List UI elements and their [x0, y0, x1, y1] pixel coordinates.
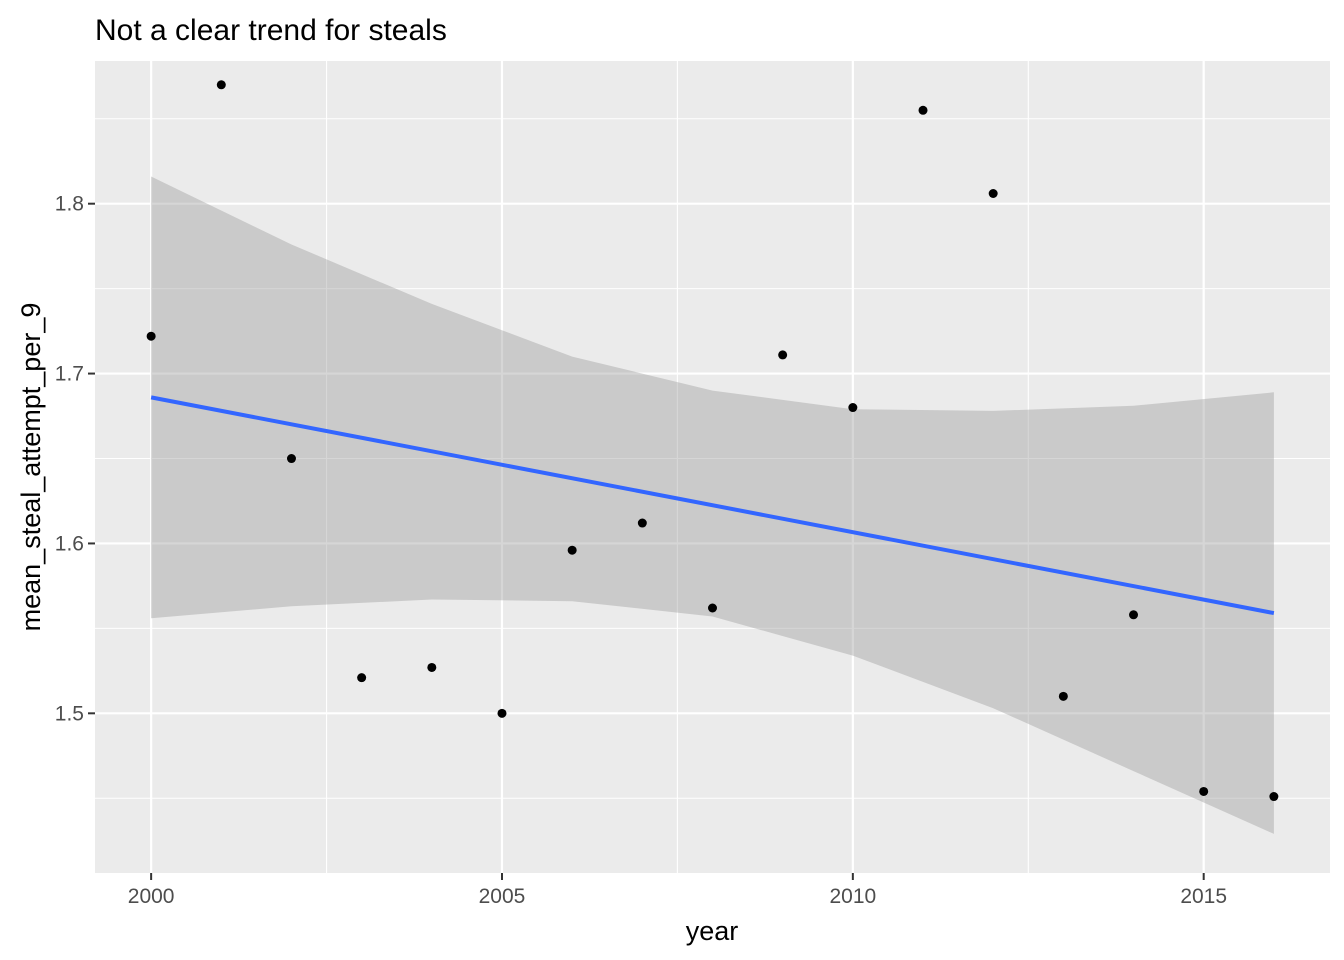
y-tick-label: 1.6 [55, 532, 84, 555]
x-tick-label: 2010 [829, 885, 876, 908]
x-axis-ticks: 2000 2005 2010 2015 [128, 873, 1227, 908]
data-point [357, 673, 367, 683]
trend-line-layer [150, 395, 1275, 616]
y-tick-label: 1.5 [55, 702, 84, 725]
x-tick-label: 2000 [128, 885, 175, 908]
data-point [708, 603, 717, 613]
data-point [567, 545, 577, 555]
plot-panel [95, 61, 1330, 873]
data-point [427, 662, 437, 672]
x-tick-label: 2015 [1180, 885, 1227, 908]
x-axis-title: year [686, 916, 739, 946]
data-point [286, 454, 296, 464]
data-point [216, 80, 226, 90]
data-point [848, 403, 858, 413]
data-point [1199, 786, 1209, 796]
x-tick-label: 2005 [479, 885, 526, 908]
points-layer [146, 80, 1279, 802]
grid-major [95, 61, 1330, 873]
grid-minor [95, 61, 1330, 873]
data-point [778, 350, 788, 360]
data-point [1129, 610, 1139, 620]
data-point [1269, 792, 1279, 802]
data-point [988, 189, 998, 199]
y-tick-label: 1.7 [55, 363, 84, 386]
y-axis-title: mean_steal_attempt_per_9 [16, 303, 46, 632]
data-point [1058, 691, 1068, 701]
data-point [918, 105, 928, 115]
data-point [637, 518, 647, 528]
data-point [146, 331, 156, 341]
data-point [497, 708, 507, 718]
y-tick-label: 1.8 [55, 193, 84, 216]
chart-title: Not a clear trend for steals [95, 14, 447, 47]
trend-line [150, 395, 1275, 616]
y-axis-ticks: 1.5 1.6 1.7 1.8 [55, 193, 95, 725]
